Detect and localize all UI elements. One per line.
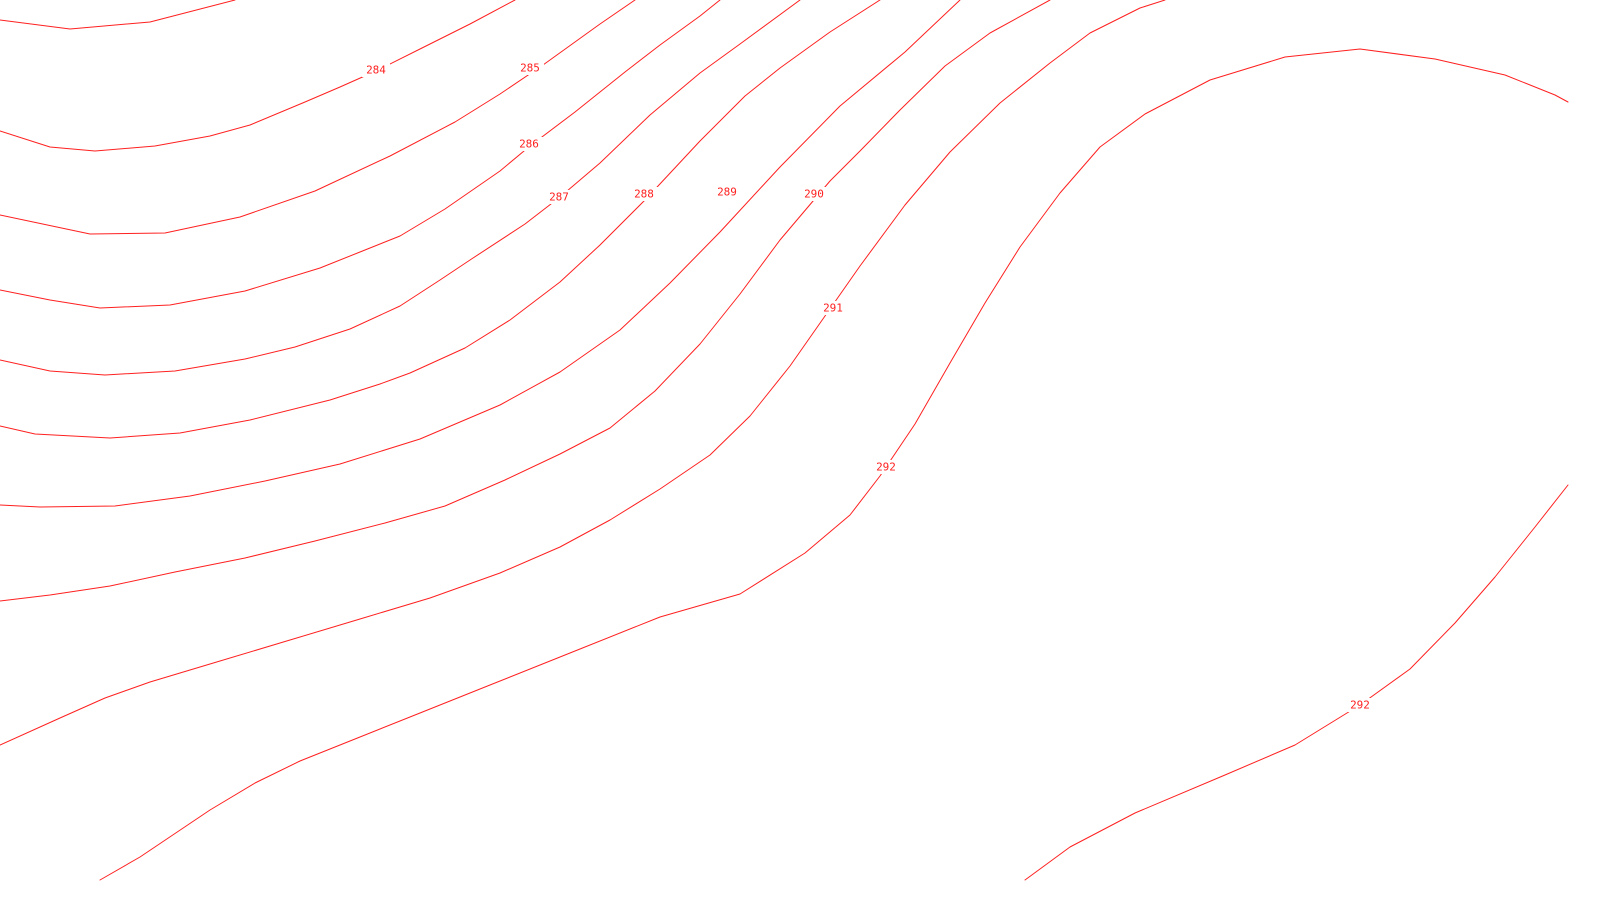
contour-label-bg	[362, 63, 390, 77]
contour-line-284	[0, 0, 516, 152]
contour-label-289: 289	[717, 186, 737, 199]
contour-label-bg	[713, 185, 741, 199]
contour-284: 284	[0, 0, 516, 152]
contour-line	[0, 0, 636, 235]
contour-286: 286	[0, 0, 801, 376]
contour-label-284: 284	[366, 64, 386, 77]
contour-line-285	[0, 0, 721, 309]
contour-line	[99, 48, 1569, 881]
contour-line-287	[0, 0, 881, 439]
contour-label-bg	[800, 187, 828, 201]
contour-label-bg	[819, 301, 847, 315]
contour-label-bg	[545, 190, 573, 204]
contour-label-287: 287	[549, 191, 569, 204]
contour-label-bg	[1346, 698, 1374, 712]
labeled-contours: 284 285 286 287 288 289	[0, 0, 1569, 881]
contour-292: 292	[872, 460, 900, 474]
contour-292-east: 292	[1024, 484, 1569, 881]
contour-line-288	[0, 0, 1051, 602]
contour-288: 288	[0, 0, 1051, 602]
unlabeled-contours	[0, 0, 1569, 881]
contour-label-285: 285	[520, 62, 540, 75]
contour-label-bg	[516, 61, 544, 75]
contour-line	[0, 0, 961, 508]
contour-label-bg	[872, 460, 900, 474]
contour-label-292: 292	[876, 461, 896, 474]
contour-label-286: 286	[519, 138, 539, 151]
contour-line	[0, 0, 236, 30]
contour-label-292-east: 292	[1350, 699, 1370, 712]
contour-label-291: 291	[823, 302, 843, 315]
contour-line-286	[0, 0, 801, 376]
contour-label-290: 290	[804, 188, 824, 201]
contour-290: 290	[800, 187, 828, 201]
contour-label-bg	[515, 137, 543, 151]
contour-285: 285	[0, 0, 721, 309]
contour-label-bg	[630, 187, 658, 201]
contour-line	[0, 0, 1166, 746]
contour-291: 291	[819, 301, 847, 315]
contour-289: 289	[713, 185, 741, 199]
contour-287: 287	[0, 0, 881, 439]
contour-label-288: 288	[634, 188, 654, 201]
